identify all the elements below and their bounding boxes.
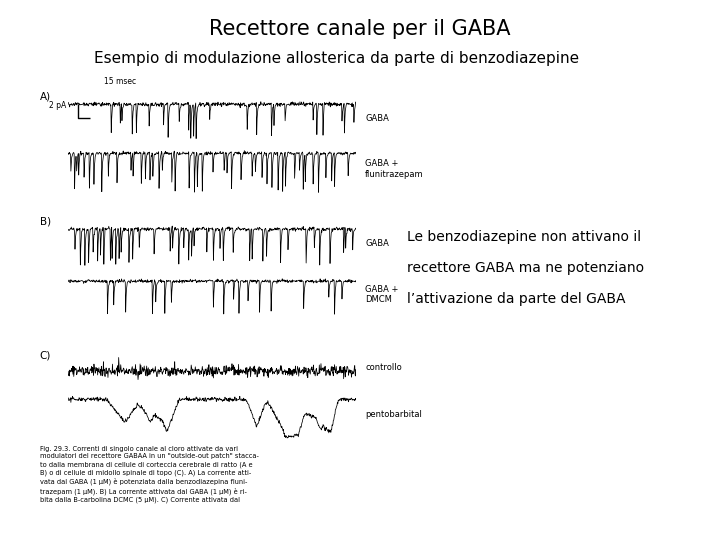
Text: GABA: GABA (365, 113, 389, 123)
Text: pentobarbital: pentobarbital (365, 410, 422, 420)
Text: 15 msec: 15 msec (104, 77, 137, 86)
Text: GABA: GABA (365, 239, 389, 248)
Text: Le benzodiazepine non attivano il: Le benzodiazepine non attivano il (407, 230, 641, 244)
Text: 2 pA: 2 pA (49, 101, 66, 110)
Text: B): B) (40, 216, 50, 226)
Text: Recettore canale per il GABA: Recettore canale per il GABA (210, 19, 510, 39)
Text: C): C) (40, 351, 51, 361)
Text: Esempio di modulazione allosterica da parte di benzodiazepine: Esempio di modulazione allosterica da pa… (94, 51, 579, 66)
Text: GABA +
flunitrazepam: GABA + flunitrazepam (365, 159, 423, 179)
Text: Fig. 29.3. Correnti di singolo canale al cloro attivate da vari
modulatori del r: Fig. 29.3. Correnti di singolo canale al… (40, 446, 258, 503)
Text: recettore GABA ma ne potenziano: recettore GABA ma ne potenziano (407, 261, 644, 275)
Text: l’attivazione da parte del GABA: l’attivazione da parte del GABA (407, 292, 625, 306)
Text: A): A) (40, 92, 50, 102)
Text: controllo: controllo (365, 363, 402, 372)
Text: GABA +
DMCM: GABA + DMCM (365, 285, 398, 304)
